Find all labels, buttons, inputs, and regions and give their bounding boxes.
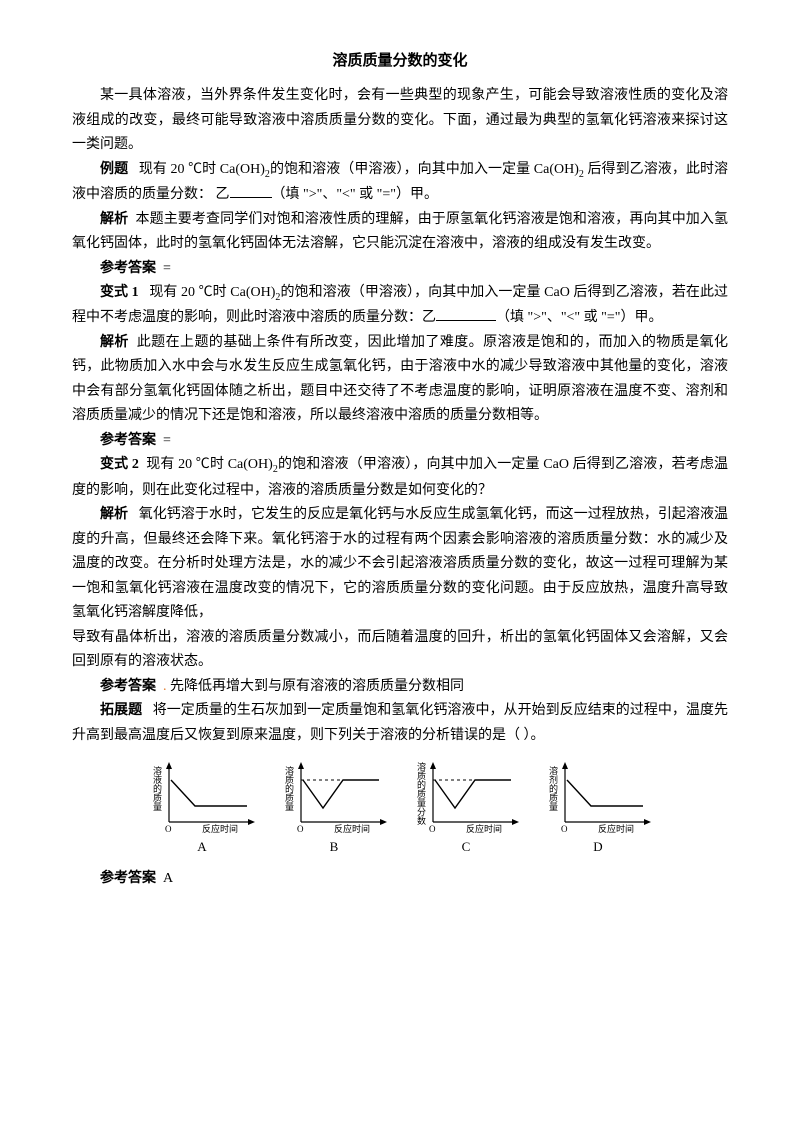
example-text-d: （填 ">"、"<" 或 "="）甲。 — [272, 187, 438, 202]
document-page: 溶质质量分数的变化 某一具体溶液，当外界条件发生变化时，会有一些典型的现象产生，… — [0, 0, 800, 1132]
chart-a-ylabel: 溶液的质量 — [152, 765, 162, 811]
chart-d: 溶剂的质量 O 反应时间 D — [543, 758, 653, 859]
chart-c-xlabel: 反应时间 — [466, 823, 502, 834]
analysis3b-block: 导致有晶体析出，溶液的溶质质量分数减小，而后随着温度的回升，析出的氢氧化钙固体又… — [72, 626, 728, 675]
answer-label: 参考答案 — [100, 433, 156, 448]
axis-origin: O — [297, 824, 304, 834]
chart-b-ylabel: 溶质的质量 — [284, 765, 294, 811]
analysis3-block: 解析 氧化钙溶于水时，它发生的反应是氧化钙与水反应生成氢氧化钙，而这一过程放热，… — [72, 503, 728, 626]
chart-d-svg: 溶剂的质量 O 反应时间 — [543, 758, 653, 834]
answer3-value: 先降低再增大到与原有溶液的溶质质量分数相同 — [170, 679, 464, 694]
analysis2-block: 解析 此题在上题的基础上条件有所改变，因此增加了难度。原溶液是饱和的，而加入的物… — [72, 331, 728, 429]
answer-label: 参考答案 — [100, 261, 156, 276]
analysis2-text: 此题在上题的基础上条件有所改变，因此增加了难度。原溶液是饱和的，而加入的物质是氧… — [72, 335, 728, 424]
orange-dot: . — [163, 679, 167, 694]
answer1-value: = — [163, 261, 171, 276]
analysis-label: 解析 — [100, 507, 128, 522]
variant1-label: 变式 1 — [100, 285, 139, 300]
chart-a-xlabel: 反应时间 — [202, 823, 238, 834]
analysis3-text: 氧化钙溶于水时，它发生的反应是氧化钙与水反应生成氢氧化钙，而这一过程放热，引起溶… — [72, 507, 728, 620]
example-block: 例题 现有 20 ℃时 Ca(OH)2的饱和溶液（甲溶液），向其中加入一定量 C… — [72, 158, 728, 208]
analysis-label: 解析 — [100, 212, 128, 227]
chart-b: 溶质的质量 O 反应时间 B — [279, 758, 389, 859]
extension-block: 拓展题 将一定质量的生石灰加到一定质量饱和氢氧化钙溶液中，从开始到反应结束的过程… — [72, 699, 728, 748]
analysis1-block: 解析 本题主要考查同学们对饱和溶液性质的理解，由于原氢氧化钙溶液是饱和溶液，再向… — [72, 208, 728, 257]
variant2-block: 变式 2 现有 20 ℃时 Ca(OH)2的饱和溶液（甲溶液），向其中加入一定量… — [72, 453, 728, 503]
variant1-text-c: （填 ">"、"<" 或 "="）甲。 — [496, 310, 662, 325]
chart-c-ylabel: 溶质的质量分数 — [416, 761, 426, 826]
answer1-block: 参考答案 = — [72, 257, 728, 282]
chart-b-xlabel: 反应时间 — [334, 823, 370, 834]
variant1-block: 变式 1 现有 20 ℃时 Ca(OH)2的饱和溶液（甲溶液），向其中加入一定量… — [72, 281, 728, 331]
variant2-label: 变式 2 — [100, 457, 139, 472]
page-title: 溶质质量分数的变化 — [72, 48, 728, 74]
axis-origin: O — [429, 824, 436, 834]
analysis1-text: 本题主要考查同学们对饱和溶液性质的理解，由于原氢氧化钙溶液是饱和溶液，再向其中加… — [72, 212, 728, 252]
chart-a: 溶液的质量 O 反应时间 A — [147, 758, 257, 859]
chart-c-svg: 溶质的质量分数 O 反应时间 — [411, 758, 521, 834]
extension-text: 将一定质量的生石灰加到一定质量饱和氢氧化钙溶液中，从开始到反应结束的过程中，温度… — [72, 703, 728, 743]
axis-origin: O — [561, 824, 568, 834]
chart-d-ylabel: 溶剂的质量 — [548, 765, 558, 811]
chart-b-label: B — [330, 836, 339, 859]
chart-a-label: A — [197, 836, 206, 859]
answer4-value: A — [163, 871, 173, 886]
example-label: 例题 — [100, 162, 128, 177]
answer4-block: 参考答案 A — [72, 867, 728, 892]
answer3-block: 参考答案 . 先降低再增大到与原有溶液的溶质质量分数相同 — [72, 675, 728, 700]
answer-label: 参考答案 — [100, 679, 156, 694]
extension-label: 拓展题 — [100, 703, 142, 718]
charts-row: 溶液的质量 O 反应时间 A 溶质的质量 O 反应时间 — [72, 758, 728, 859]
variant2-text-a: 现有 20 ℃时 Ca(OH) — [146, 457, 273, 472]
chart-c: 溶质的质量分数 O 反应时间 C — [411, 758, 521, 859]
variant1-text-a: 现有 20 ℃时 Ca(OH) — [149, 285, 275, 300]
chart-d-label: D — [593, 836, 602, 859]
chart-b-svg: 溶质的质量 O 反应时间 — [279, 758, 389, 834]
intro-paragraph: 某一具体溶液，当外界条件发生变化时，会有一些典型的现象产生，可能会导致溶液性质的… — [72, 84, 728, 158]
fill-blank — [436, 306, 496, 321]
example-text-a: 现有 20 ℃时 Ca(OH) — [139, 162, 265, 177]
analysis-label: 解析 — [100, 335, 129, 350]
answer2-block: 参考答案 = — [72, 429, 728, 454]
example-text-b: 的饱和溶液（甲溶液），向其中加入一定量 Ca(OH) — [270, 162, 579, 177]
fill-blank — [230, 183, 272, 198]
answer2-value: = — [163, 433, 171, 448]
axis-origin: O — [165, 824, 172, 834]
chart-d-xlabel: 反应时间 — [598, 823, 634, 834]
answer-label: 参考答案 — [100, 871, 156, 886]
chart-a-svg: 溶液的质量 O 反应时间 — [147, 758, 257, 834]
chart-c-label: C — [462, 836, 471, 859]
